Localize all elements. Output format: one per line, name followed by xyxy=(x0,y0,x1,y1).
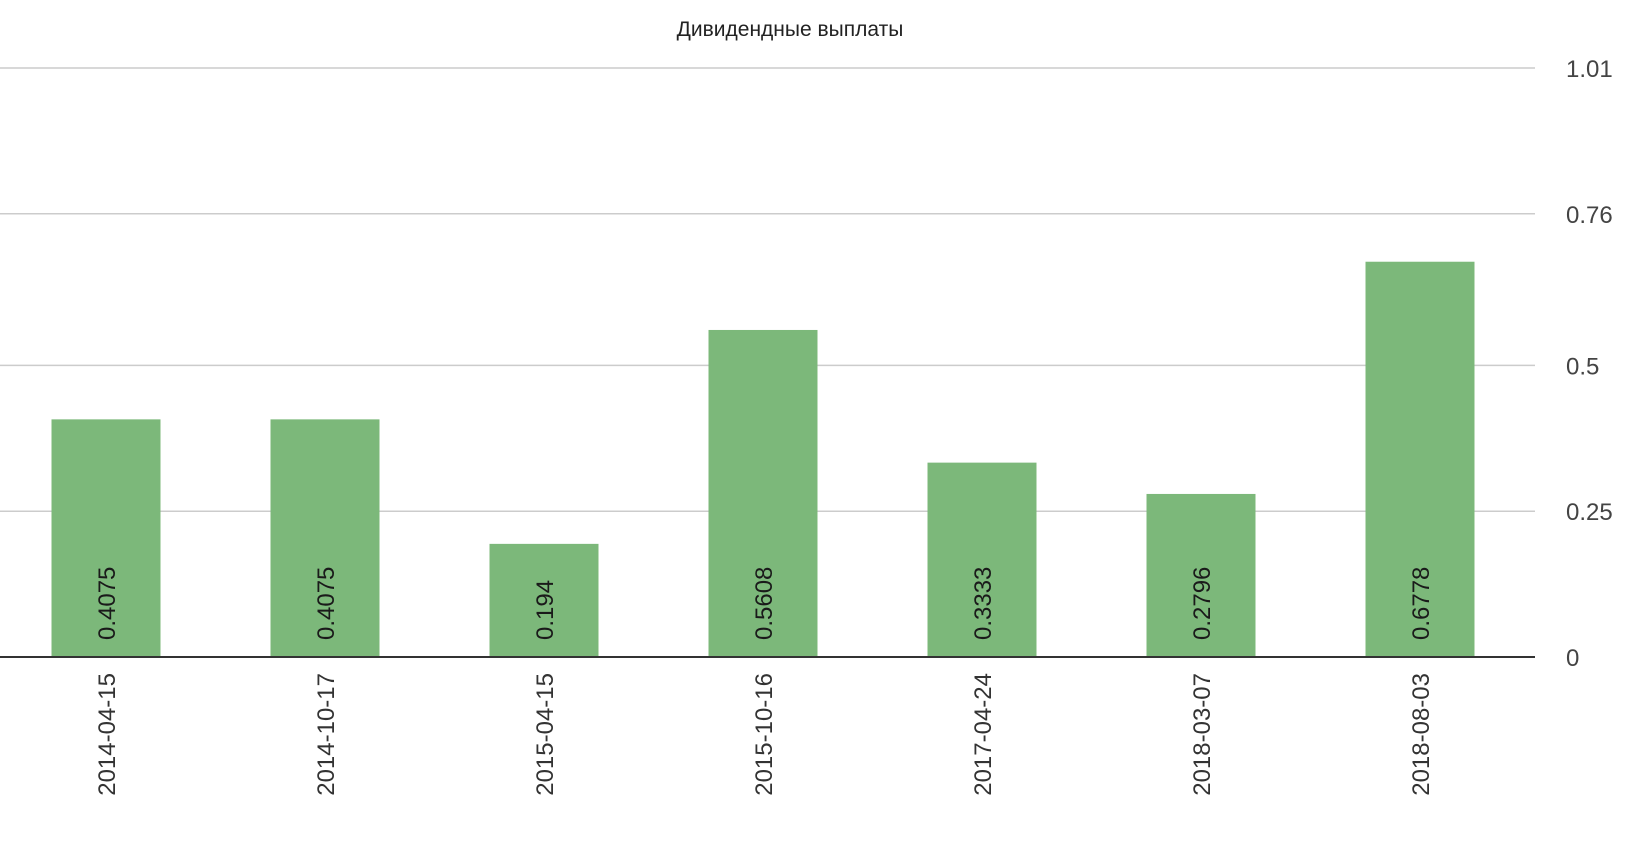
y-tick-label: 0.25 xyxy=(1566,499,1613,526)
data-labels: 0.4075 0.4075 0.194 0.5608 0.3333 0.2796 0.677… xyxy=(94,567,1435,640)
data-label: 0.3333 xyxy=(970,567,997,640)
bars xyxy=(51,261,1475,657)
y-tick-label: 0 xyxy=(1566,645,1579,672)
bar[interactable] xyxy=(927,462,1037,657)
data-label: 0.2796 xyxy=(1189,567,1216,640)
bar[interactable] xyxy=(51,419,161,657)
data-label: 0.194 xyxy=(532,580,559,640)
x-tick-label: 2015-04-15 xyxy=(532,673,559,796)
x-tick-label: 2014-04-15 xyxy=(94,673,121,796)
x-tick-label: 2015-10-16 xyxy=(751,673,778,796)
bar[interactable] xyxy=(270,419,380,657)
bar[interactable] xyxy=(708,329,818,657)
data-label: 0.4075 xyxy=(94,567,121,640)
y-tick-label: 0.5 xyxy=(1566,353,1599,380)
data-label: 0.4075 xyxy=(313,567,340,640)
x-tick-label: 2014-10-17 xyxy=(313,673,340,796)
bar[interactable] xyxy=(489,543,599,657)
y-tick-label: 0.76 xyxy=(1566,202,1613,229)
bar[interactable] xyxy=(1146,493,1256,657)
y-tick-label: 1.01 xyxy=(1566,56,1613,83)
x-tick-label: 2018-08-03 xyxy=(1408,673,1435,796)
x-axis: 2014-04-15 2014-10-17 2015-04-15 2015-10-16… xyxy=(0,656,1535,796)
y-axis: 0 0.25 0.5 0.76 1.01 xyxy=(1566,56,1613,672)
x-tick-label: 2018-03-07 xyxy=(1189,673,1216,796)
x-tick-label: 2017-04-24 xyxy=(970,673,997,796)
bar[interactable] xyxy=(1365,261,1475,657)
data-label: 0.5608 xyxy=(751,567,778,640)
chart-title: Дивидендные выплаты xyxy=(677,18,904,41)
data-label: 0.6778 xyxy=(1408,567,1435,640)
